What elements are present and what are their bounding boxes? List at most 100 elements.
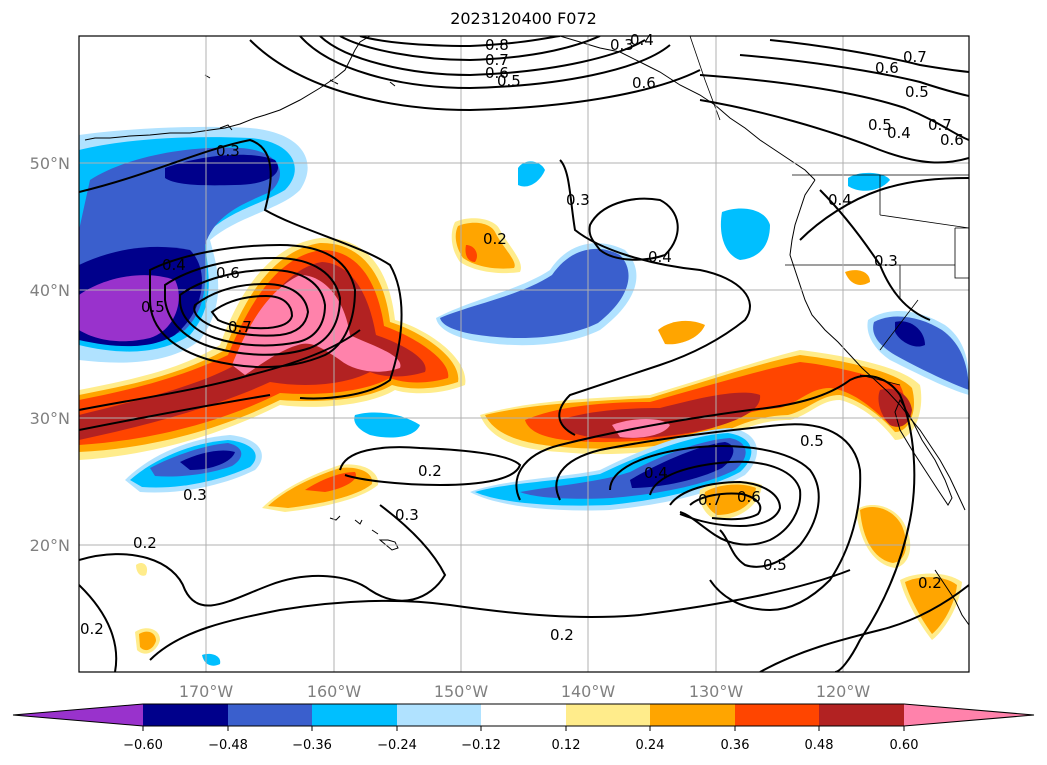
shade-firebrick-e — [560, 392, 761, 439]
contour-west-0.7 — [193, 282, 310, 337]
coastline-west-coast — [789, 179, 966, 511]
coastline-mexico — [934, 569, 969, 626]
contour-west-0.8 — [210, 294, 294, 330]
colorbar-segment — [312, 704, 397, 726]
longitude-label: 130°W — [689, 682, 744, 701]
map-title: 2023120400 F072 — [450, 9, 597, 28]
contour-label: 0.4 — [648, 248, 672, 266]
map-panel — [79, 36, 969, 672]
contour-0.4-east — [609, 445, 820, 568]
contour-0.3-east — [555, 423, 862, 612]
contour-label: 0.3 — [566, 191, 590, 209]
shaded-field-south — [125, 270, 962, 666]
contour-0.5-east — [649, 460, 802, 546]
border-states — [785, 175, 969, 386]
colorbar-tick-label: −0.36 — [292, 738, 332, 753]
contour-ne-0.5 — [699, 74, 969, 141]
contour-0.2-east — [515, 375, 916, 672]
contour-label: 0.4 — [630, 31, 654, 49]
contour-label: 0.2 — [550, 626, 574, 644]
shaded-field-west-negative — [79, 126, 308, 363]
contour-label: 0.3 — [874, 252, 898, 270]
shade-pink — [232, 275, 401, 375]
longitude-label: 160°W — [307, 682, 362, 701]
colorbar-extend-high — [904, 704, 1034, 726]
contour-west-0.5 — [164, 256, 342, 356]
contour-north-0.3 — [249, 39, 701, 112]
shade-sky-s2 — [354, 412, 420, 438]
colorbar-tick-label: 0.48 — [805, 738, 834, 753]
shade-orange-s3 — [860, 506, 907, 563]
colorbar-tick-label: 0.24 — [636, 738, 665, 753]
coastline-aleutians — [84, 36, 371, 141]
contour-0.2-mid — [339, 446, 522, 487]
longitude-label: 170°W — [179, 682, 234, 701]
colorbar-segment — [481, 704, 566, 726]
contour-label: 0.2 — [483, 230, 507, 248]
latitude-label: 40°N — [30, 281, 70, 300]
shade-orange-s5 — [139, 631, 156, 651]
colorbar-tick-label: 0.36 — [721, 738, 750, 753]
contour-label: 0.3 — [610, 36, 634, 54]
contour-label: 0.5 — [800, 432, 824, 450]
contour-ne-0.3 — [819, 189, 931, 321]
contour-label: 0.4 — [644, 464, 668, 482]
contour-zonal-1 — [79, 329, 361, 411]
contour-label: 0.5 — [763, 556, 787, 574]
contour-label: 0.7 — [928, 116, 952, 134]
latitude-label: 50°N — [30, 154, 70, 173]
colorbar-segment — [819, 704, 904, 726]
contour-south-0.2 — [79, 504, 447, 607]
shade-sky-c2 — [720, 208, 770, 260]
contour-label: 0.5 — [905, 83, 929, 101]
contour-lines — [79, 36, 969, 672]
shaded-field-central — [436, 161, 770, 346]
contour-label: 0.8 — [485, 36, 509, 54]
contour-west-0.6 — [179, 268, 327, 347]
contour-label: 0.7 — [698, 491, 722, 509]
contour-label: 0.6 — [940, 131, 964, 149]
longitude-label: 140°W — [561, 682, 616, 701]
shade-red-c — [465, 245, 477, 262]
contour-north-0.8 — [359, 36, 561, 48]
border-alaska-canada — [689, 36, 721, 121]
contour-0.6-east — [669, 480, 782, 528]
colorbar-tick-label: −0.48 — [208, 738, 248, 753]
shade-sky-c — [518, 161, 545, 187]
contour-north-0.7 — [339, 36, 601, 62]
shade-orange-s6 — [845, 270, 870, 285]
contour-label: 0.2 — [133, 534, 157, 552]
shade-navy — [165, 154, 279, 186]
contour-label: 0.7 — [903, 48, 927, 66]
colorbar-tick-marks — [142, 726, 905, 731]
colorbar-segment — [228, 704, 312, 726]
coastline-baja — [894, 398, 953, 506]
contour-south-0.2b — [149, 569, 851, 661]
contour-ne-0.6 — [739, 54, 969, 97]
contour-label: 0.6 — [216, 264, 240, 282]
longitude-label: 150°W — [434, 682, 489, 701]
contour-label: 0.6 — [632, 74, 656, 92]
shade-orange-s2 — [704, 484, 756, 515]
shade-navy-e — [630, 442, 734, 488]
latitude-label: 20°N — [30, 536, 70, 555]
contour-label: 0.3 — [216, 142, 240, 160]
colorbar-segment — [566, 704, 650, 726]
shade-orange-c2 — [658, 320, 705, 345]
contour-label: 0.7 — [485, 51, 509, 69]
contour-west-0.4 — [149, 243, 357, 368]
contour-label: 0.6 — [485, 64, 509, 82]
contour-ne-0.4 — [699, 99, 969, 164]
colorbar-tick-label: 0.12 — [552, 738, 581, 753]
colorbar-tick-label: −0.24 — [377, 738, 417, 753]
contour-label: 0.5 — [868, 116, 892, 134]
contour-0.3-mid — [558, 159, 751, 436]
contour-label: 0.5 — [141, 298, 165, 316]
contour-north-0.6 — [319, 36, 646, 77]
coastline-alaska-gulf — [559, 36, 816, 181]
contour-west-0.3 — [79, 138, 403, 400]
contour-label: 0.6 — [875, 59, 899, 77]
contour-label: 0.3 — [395, 506, 419, 524]
shade-blue-c — [440, 248, 629, 339]
